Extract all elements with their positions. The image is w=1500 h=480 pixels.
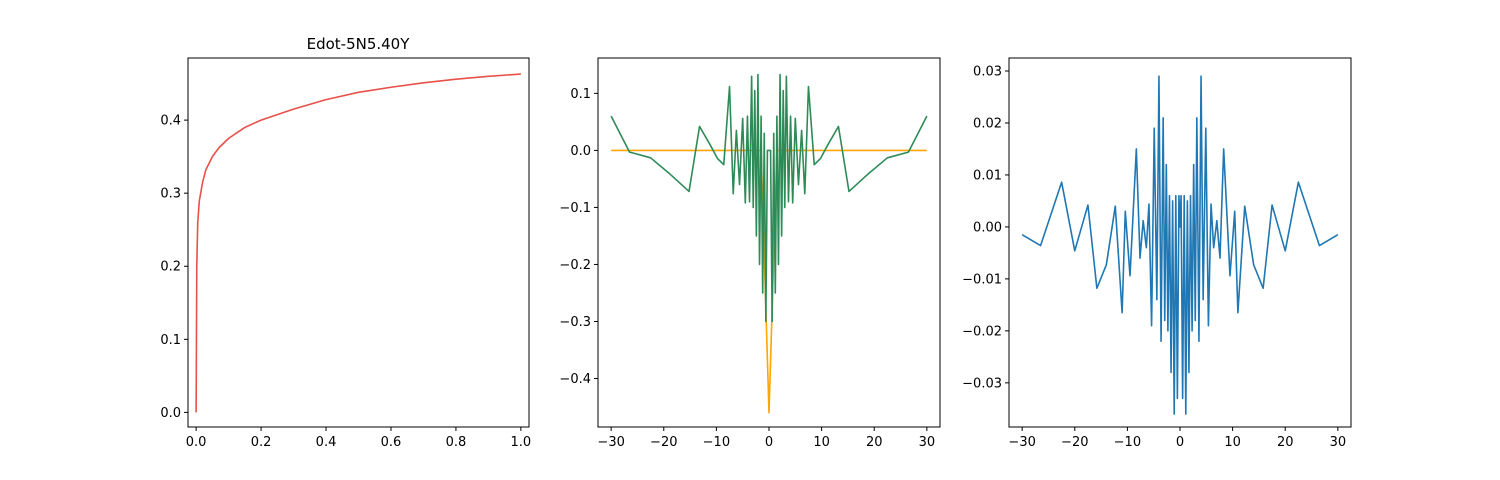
middle-chart-x-tick-label: −30 — [597, 435, 624, 450]
middle-chart-x-tick-label: 30 — [919, 435, 936, 450]
left-chart-y-tick-label: 0.4 — [160, 114, 181, 129]
left-chart-x-tick-label: 0.8 — [446, 435, 467, 450]
right-chart-y-tick-label: 0.02 — [973, 116, 1002, 131]
right-chart-series-0-line — [1021, 75, 1339, 415]
left-chart-series-0-line — [195, 73, 521, 413]
left-chart: Edot-5N5.40Y 0.0 0.2 0.4 0.6 0.8 1.0 0.0 0.1 0.2… — [160, 35, 531, 450]
right-chart-y-tick-label: 0.01 — [973, 168, 1002, 183]
middle-chart-y-tick-label: −0.2 — [559, 258, 591, 273]
middle-chart-x-tick-label: −20 — [650, 435, 677, 450]
left-chart-x-tick-label: 0.0 — [186, 435, 207, 450]
left-chart-x-tick-label: 0.2 — [251, 435, 272, 450]
right-chart: −30 −20 −10 0 10 20 30 0.03 0.02 0.01 0.00 −0.01 −0.… — [962, 57, 1352, 450]
left-chart-axes-frame — [187, 57, 530, 428]
left-chart-x-tick-label: 0.4 — [316, 435, 337, 450]
left-chart-y-tick-label: 0.3 — [160, 187, 181, 202]
middle-chart-x-tick-label: −10 — [703, 435, 730, 450]
right-chart-y-tick-label: −0.01 — [962, 272, 1002, 287]
middle-chart-x-tick-label: 0 — [765, 435, 773, 450]
right-chart-y-tick-label: 0.03 — [973, 64, 1002, 79]
right-chart-x-tick-label: −20 — [1061, 435, 1088, 450]
middle-chart-y-tick-label: 0.0 — [570, 144, 591, 159]
middle-chart: −30 −20 −10 0 10 20 30 0.1 0.0 −0.1 −0.2 −0.3 −0.4 — [559, 57, 941, 450]
middle-chart-y-tick-label: 0.1 — [570, 87, 591, 102]
middle-chart-y-tick-label: −0.4 — [559, 372, 591, 387]
middle-chart-series-1-line — [610, 73, 928, 323]
middle-chart-y-tick-label: −0.1 — [559, 201, 591, 216]
middle-chart-series-0-line — [611, 149, 927, 414]
right-chart-x-tick-label: 20 — [1277, 435, 1294, 450]
left-chart-title: Edot-5N5.40Y — [307, 35, 411, 53]
right-chart-x-tick-label: 0 — [1176, 435, 1184, 450]
right-chart-y-tick-label: −0.03 — [962, 376, 1002, 391]
right-chart-x-tick-label: −10 — [1114, 435, 1141, 450]
left-chart-y-tick-label: 0.1 — [160, 333, 181, 348]
right-chart-x-tick-label: 10 — [1224, 435, 1241, 450]
middle-chart-x-tick-label: 20 — [866, 435, 883, 450]
right-chart-y-tick-label: 0.00 — [973, 220, 1002, 235]
right-chart-x-tick-label: −30 — [1008, 435, 1035, 450]
right-chart-y-tick-label: −0.02 — [962, 324, 1002, 339]
left-chart-y-tick-label: 0.2 — [160, 260, 181, 275]
right-chart-x-tick-label: 30 — [1330, 435, 1347, 450]
left-chart-y-tick-label: 0.0 — [160, 406, 181, 421]
left-chart-x-tick-label: 1.0 — [511, 435, 532, 450]
left-chart-x-tick-label: 0.6 — [381, 435, 402, 450]
middle-chart-x-tick-label: 10 — [813, 435, 830, 450]
middle-chart-y-tick-label: −0.3 — [559, 315, 591, 330]
